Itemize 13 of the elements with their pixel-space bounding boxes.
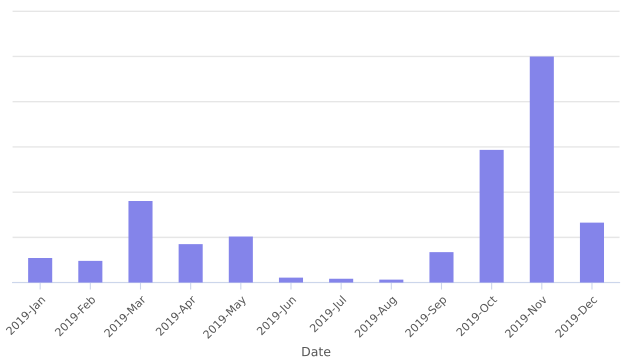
bar bbox=[128, 200, 153, 283]
bar bbox=[78, 260, 102, 283]
bar bbox=[480, 150, 504, 283]
bar bbox=[429, 252, 454, 283]
bar bbox=[530, 56, 554, 283]
bar bbox=[278, 278, 304, 283]
bar bbox=[329, 278, 354, 283]
bar bbox=[580, 222, 604, 283]
bar bbox=[379, 280, 404, 283]
x-axis-title: Date bbox=[302, 347, 330, 356]
bar bbox=[228, 236, 253, 283]
bar bbox=[178, 244, 203, 283]
bar bbox=[28, 258, 52, 283]
